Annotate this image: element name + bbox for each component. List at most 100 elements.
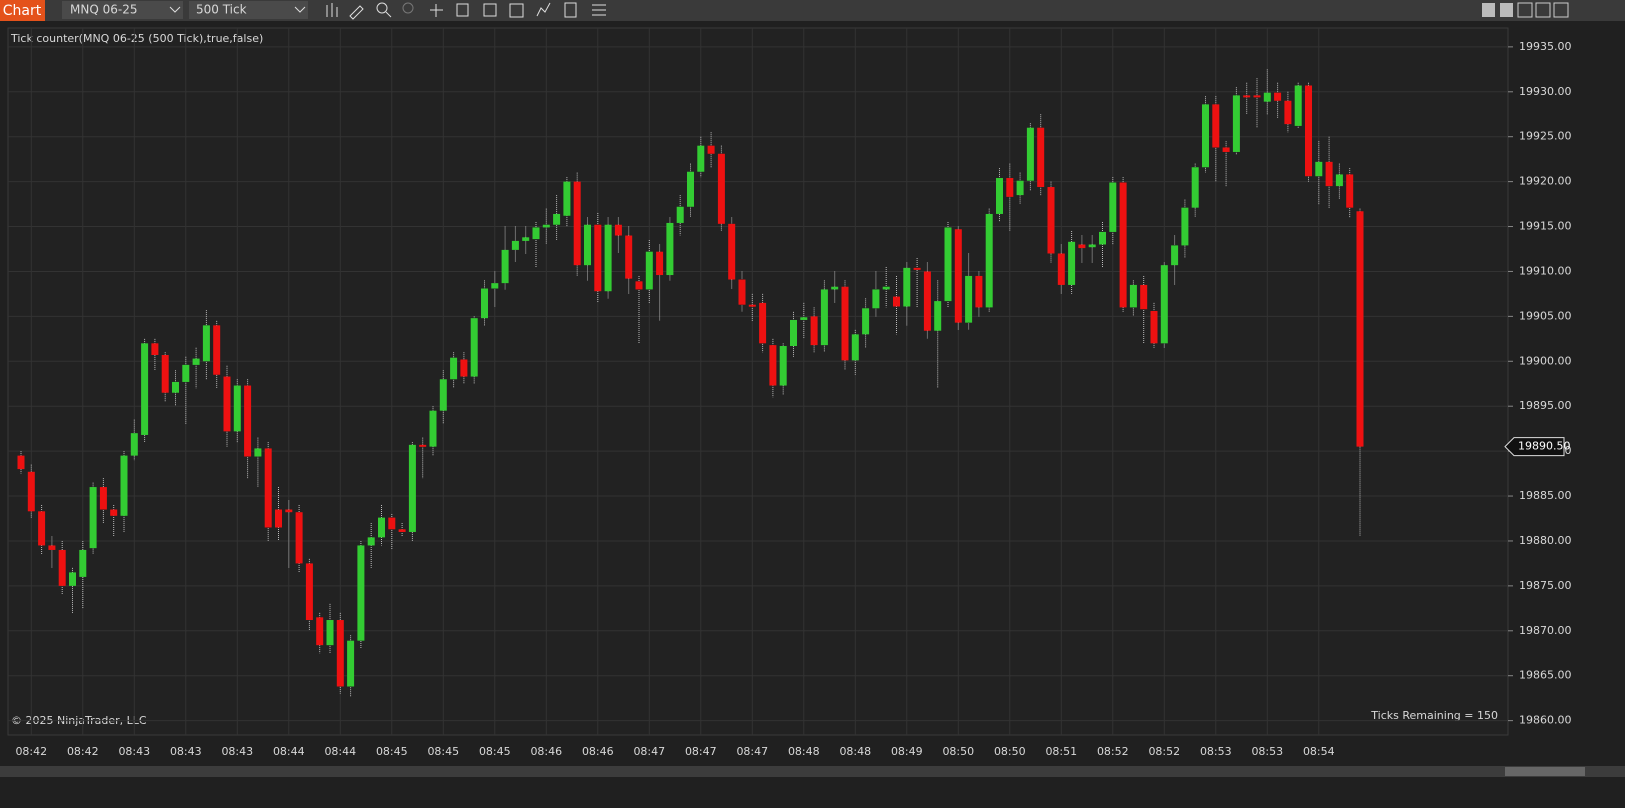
candle-body [254, 448, 262, 457]
candle-body [656, 251, 664, 276]
candle-body [604, 224, 612, 292]
maximize-button[interactable] [1535, 2, 1551, 18]
candle-body [99, 487, 107, 510]
candle-body [584, 224, 591, 266]
candle-body [790, 319, 797, 347]
candle-body [151, 343, 159, 355]
interval-select[interactable] [189, 1, 308, 19]
candle-body [1150, 310, 1158, 344]
candle-body [759, 302, 767, 344]
candle-body [1109, 182, 1117, 232]
candle-body [130, 433, 138, 456]
candle-body [594, 224, 602, 292]
x-tick-label: 08:45 [427, 745, 459, 758]
candle-body [316, 617, 324, 646]
x-tick-label: 08:48 [788, 745, 820, 758]
window-button[interactable] [1482, 3, 1495, 17]
candle-body [882, 286, 890, 290]
candle-body [645, 251, 653, 290]
candle-body [707, 145, 715, 154]
y-tick-label: 19870.00 [1519, 624, 1572, 637]
x-tick-label: 08:42 [15, 745, 47, 758]
candle-body [357, 545, 365, 641]
candle-body [69, 572, 76, 586]
candle-body [1202, 104, 1209, 168]
candle-body [38, 511, 46, 546]
candle-body [450, 357, 458, 380]
candle-body [192, 358, 200, 365]
candle-body [419, 444, 427, 447]
x-tick-label: 08:46 [582, 745, 614, 758]
candle-body [213, 325, 221, 375]
candle-body [1315, 161, 1323, 177]
chart-tab[interactable] [0, 0, 45, 21]
candle-body [1119, 182, 1127, 308]
candle-body [1212, 104, 1220, 148]
candle-body [687, 171, 694, 207]
candle-body [779, 346, 787, 386]
candle-body [800, 317, 808, 320]
scroll-thumb[interactable] [1505, 767, 1585, 776]
toolbar-bg [0, 0, 1625, 21]
x-tick-label: 08:47 [736, 745, 768, 758]
tab-label: Chart [3, 3, 42, 19]
candle-body [1284, 100, 1292, 125]
candle-body [1088, 244, 1096, 248]
minimize-button[interactable] [1517, 2, 1533, 18]
tool-icons[interactable] [326, 2, 606, 20]
x-tick-label: 08:45 [479, 745, 511, 758]
candle-body [1305, 85, 1312, 177]
candle-body [944, 227, 952, 302]
candle-body [295, 512, 303, 564]
candle-body [872, 289, 880, 309]
candle-body [676, 206, 684, 223]
window-button[interactable] [1500, 3, 1513, 17]
x-tick-label: 08:47 [633, 745, 665, 758]
x-tick-label: 08:52 [1097, 745, 1129, 758]
candle-body [913, 267, 921, 270]
candle-body [1346, 174, 1354, 208]
candle-body [439, 379, 447, 411]
x-tick-label: 08:50 [994, 745, 1026, 758]
indicator-label: Tick counter(MNQ 06-25 (500 Tick),true,f… [10, 32, 263, 45]
y-tick-label: 19920.00 [1519, 175, 1572, 188]
candle-body [1171, 245, 1179, 266]
scrollbar[interactable] [0, 766, 1625, 777]
instrument-select[interactable] [62, 1, 183, 19]
x-tick-label: 08:44 [273, 745, 305, 758]
candle-body [1129, 284, 1137, 308]
candle-body [635, 281, 643, 290]
x-tick-label: 08:46 [530, 745, 562, 758]
y-tick-label: 19865.00 [1519, 669, 1572, 682]
candle-body [378, 517, 385, 538]
x-tick-label: 08:52 [1148, 745, 1180, 758]
y-tick-label: 19910.00 [1519, 264, 1572, 277]
candle-body [120, 455, 128, 516]
candle-body [491, 283, 499, 289]
candle-body [460, 359, 468, 377]
candle-body [1047, 187, 1055, 254]
candle-body [141, 343, 149, 435]
candle-body [1356, 211, 1364, 447]
candle-body [893, 296, 900, 307]
candle-body [532, 227, 540, 240]
candle-body [1325, 161, 1333, 187]
candle-body [58, 549, 66, 586]
y-tick-label: 19915.00 [1519, 220, 1572, 233]
candle-body [831, 286, 839, 290]
candle-body [1191, 167, 1199, 208]
candle-body [1274, 92, 1282, 101]
candle-body [1181, 207, 1189, 246]
candle-body [233, 385, 241, 432]
x-tick-label: 08:47 [685, 745, 717, 758]
candle-body [336, 620, 344, 687]
y-tick-label: 19905.00 [1519, 309, 1572, 322]
y-tick-label: 19885.00 [1519, 489, 1572, 502]
candle-body [161, 354, 169, 393]
x-tick-label: 08:51 [1045, 745, 1077, 758]
candle-body [934, 301, 942, 331]
y-tick-label: 19895.00 [1519, 399, 1572, 412]
close-button[interactable] [1553, 2, 1569, 18]
last-price-marker [1504, 437, 1565, 457]
y-tick-label: 19860.00 [1519, 714, 1572, 727]
